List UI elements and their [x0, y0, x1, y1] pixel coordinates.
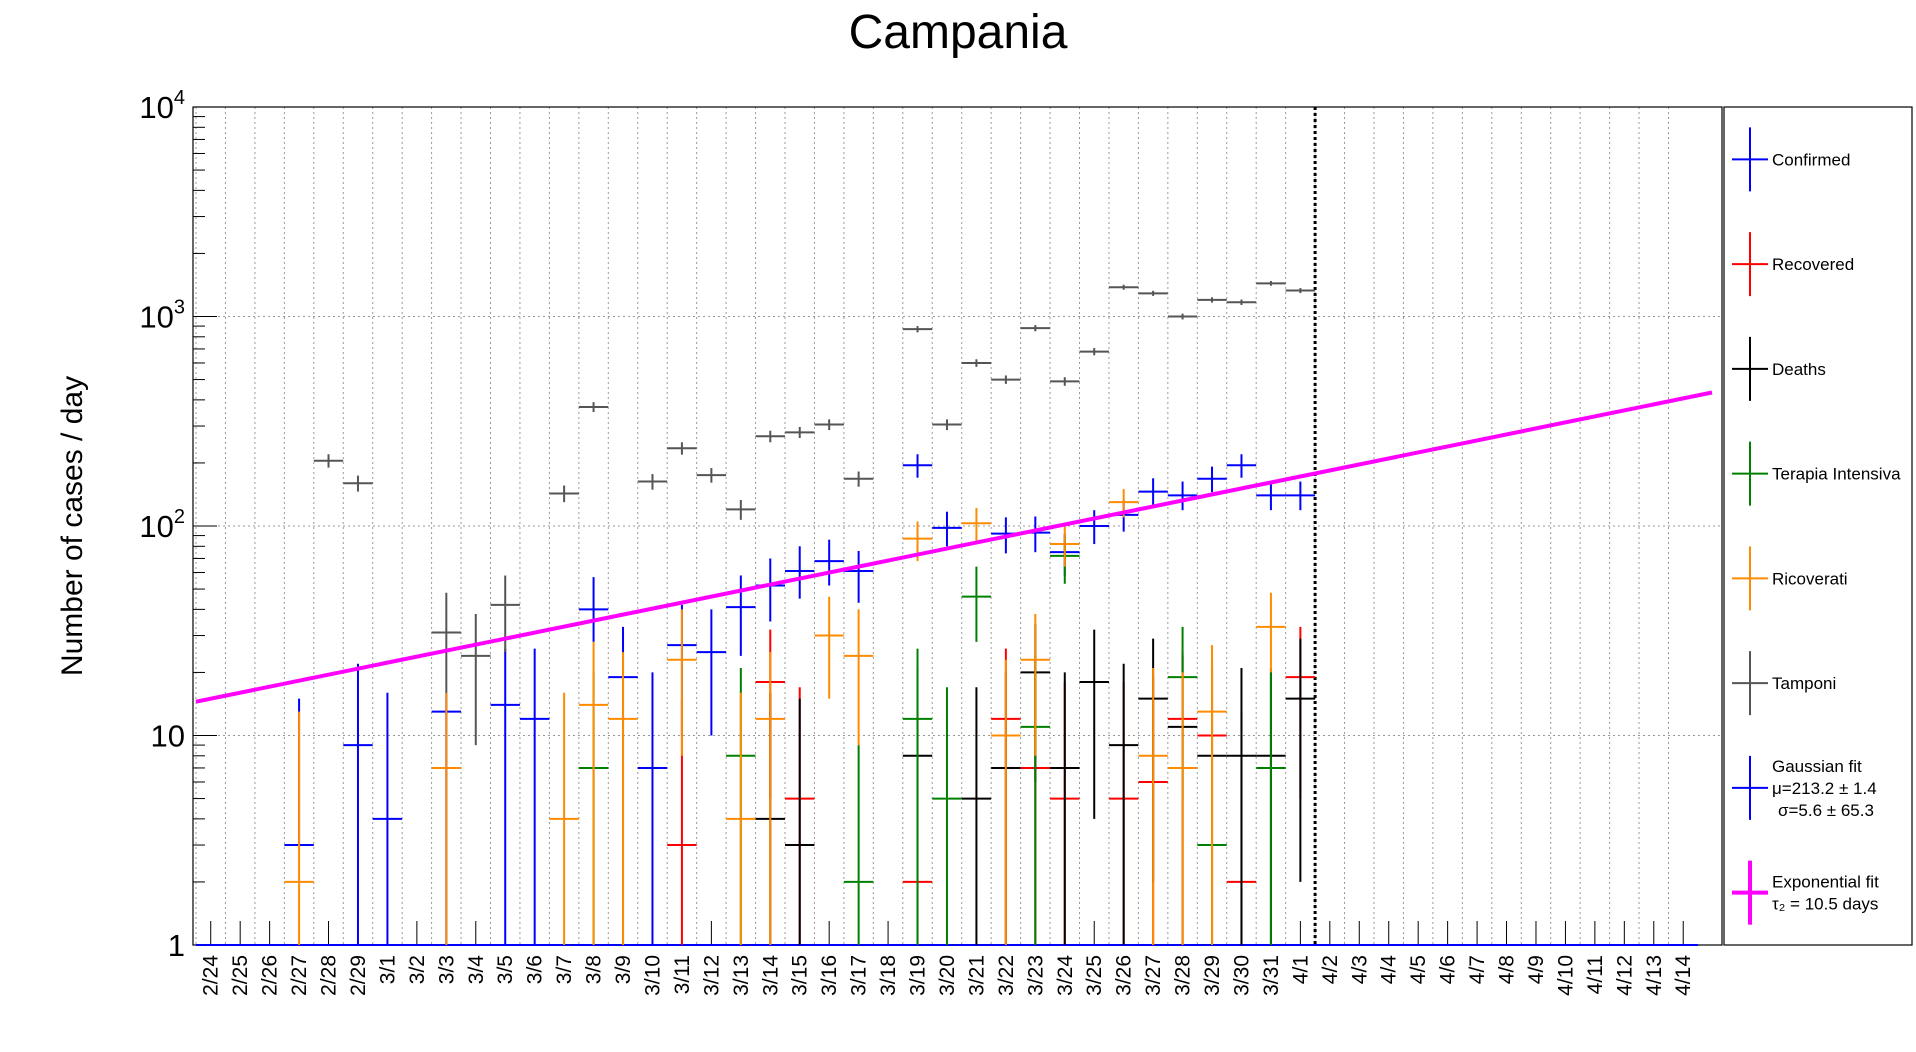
plot-frame: [192, 106, 1723, 946]
legend-label: Exponential fit: [1772, 873, 1879, 892]
legend-entry: Gaussian fit μ=213.2 ± 1.4 σ=5.6 ± 65.3: [1732, 755, 1877, 820]
legend-label: Ricoverati: [1772, 569, 1848, 588]
x-tick-label: 3/21: [965, 955, 988, 996]
x-tick-label: 3/29: [1201, 955, 1224, 996]
x-tick-label: 3/8: [583, 955, 606, 984]
x-tick-label: 3/20: [936, 955, 959, 996]
x-tick-label: 2/24: [200, 955, 223, 996]
x-tick-label: 2/26: [259, 955, 282, 996]
legend-entry: Deaths: [1732, 336, 1826, 401]
x-tick-label: 3/13: [730, 955, 753, 996]
grid-lines: [193, 106, 1722, 946]
x-tick-label: 3/10: [641, 955, 664, 996]
series-ricoverati: [284, 489, 1286, 945]
y-tick-label: 10: [151, 719, 185, 754]
legend-entry: Confirmed: [1732, 127, 1850, 192]
legend-label: Deaths: [1772, 360, 1826, 379]
x-tick-label: 4/1: [1289, 955, 1312, 984]
legend: Confirmed Recovered Deaths Terapia Intensiv…: [1723, 106, 1913, 946]
legend-entry: Terapia Intensiva: [1732, 441, 1901, 506]
legend-label: Recovered: [1772, 255, 1854, 274]
x-tick-label: 4/10: [1554, 955, 1577, 996]
x-tick-label: 3/27: [1142, 955, 1165, 996]
x-tick-label: 3/28: [1172, 955, 1195, 996]
x-tick-label: 3/9: [612, 955, 635, 984]
x-tick-label: 3/6: [524, 955, 547, 984]
x-tick-label: 3/3: [435, 955, 458, 984]
x-tick-label: 2/29: [347, 955, 370, 996]
chart-title: Campania: [849, 6, 1068, 59]
x-tick-label: 3/23: [1024, 955, 1047, 996]
x-tick-label: 3/22: [995, 955, 1018, 996]
x-tick-label: 4/14: [1672, 955, 1695, 996]
x-tick-label: 4/4: [1378, 955, 1401, 985]
y-tick-label: 1: [168, 928, 185, 963]
x-tick-label: 3/12: [700, 955, 723, 996]
x-tick-label: 3/30: [1230, 955, 1253, 996]
legend-label: Gaussian fit: [1772, 757, 1862, 776]
x-tick-label: 3/11: [671, 955, 694, 994]
series-confirmed: [284, 454, 1316, 945]
y-tick-label: 103: [139, 297, 185, 335]
x-tick-label: 3/1: [376, 955, 399, 984]
data-layer: [195, 280, 1713, 946]
x-tick-label: 3/26: [1113, 955, 1136, 996]
x-tick-label: 4/13: [1643, 955, 1666, 996]
legend-label: σ=5.6 ± 65.3: [1778, 801, 1874, 820]
legend-entry: Exponential fit τ₂ = 10.5 days: [1732, 860, 1879, 925]
x-tick-label: 3/19: [907, 955, 930, 996]
x-tick-label: 4/8: [1496, 955, 1519, 984]
series-tamponi: [313, 280, 1316, 746]
legend-box: [1723, 106, 1913, 946]
x-tick-label: 4/5: [1407, 955, 1430, 984]
legend-label: Terapia Intensiva: [1772, 465, 1901, 484]
x-tick-label: 3/4: [465, 955, 488, 985]
x-tick-label: 4/6: [1437, 955, 1460, 984]
x-tick-label: 4/3: [1348, 955, 1371, 984]
exponential-fit-line: [195, 390, 1713, 704]
x-tick-label: 3/14: [759, 955, 782, 996]
x-tick-label: 4/12: [1613, 955, 1636, 996]
legend-entry: Ricoverati: [1732, 546, 1848, 611]
y-axis-label: Number of cases / day: [56, 376, 89, 676]
x-tick-label: 3/7: [553, 955, 576, 984]
x-tick-label: 4/2: [1319, 955, 1342, 984]
x-tick-label: 2/28: [318, 955, 341, 996]
legend-label: τ₂ = 10.5 days: [1772, 895, 1878, 914]
x-tick-label: 3/31: [1260, 955, 1283, 996]
legend-label: μ=213.2 ± 1.4: [1772, 779, 1877, 798]
y-tick-label: 104: [139, 87, 185, 125]
x-tick-label: 3/5: [494, 955, 517, 984]
x-tick-label: 4/7: [1466, 955, 1489, 984]
x-tick-label: 3/18: [877, 955, 900, 996]
x-tick-label: 2/25: [229, 955, 252, 996]
x-tick-label: 3/17: [848, 955, 871, 996]
x-tick-label: 4/11: [1584, 955, 1607, 994]
x-tick-label: 4/9: [1525, 955, 1548, 984]
x-tick-label: 3/15: [789, 955, 812, 996]
x-tick-label: 3/2: [406, 955, 429, 984]
legend-label: Confirmed: [1772, 150, 1850, 169]
legend-entry: Recovered: [1732, 232, 1854, 297]
x-tick-label: 3/16: [818, 955, 841, 996]
x-tick-label: 3/25: [1083, 955, 1106, 996]
legend-label: Tamponi: [1772, 674, 1836, 693]
x-tick-label: 3/24: [1054, 955, 1077, 996]
legend-entry: Tamponi: [1732, 651, 1836, 716]
x-tick-label: 2/27: [288, 955, 311, 996]
y-tick-label: 102: [139, 506, 185, 544]
